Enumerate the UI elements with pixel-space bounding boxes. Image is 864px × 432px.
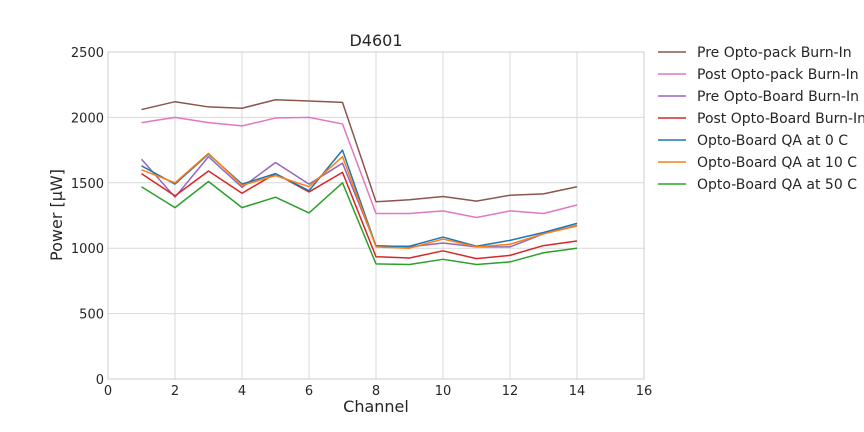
y-tick-label: 1500 bbox=[71, 177, 104, 192]
chart-title: D4601 bbox=[349, 31, 402, 50]
legend-label: Post Opto-pack Burn-In bbox=[697, 67, 859, 83]
legend: Pre Opto-pack Burn-In Post Opto-pack Burn… bbox=[658, 45, 864, 193]
x-tick-label: 6 bbox=[305, 384, 313, 399]
x-axis-label: Channel bbox=[343, 397, 409, 416]
x-tick-label: 16 bbox=[636, 384, 653, 399]
plot-area bbox=[107, 51, 645, 380]
x-axis-ticks: 0 2 4 6 8 10 12 14 16 bbox=[104, 384, 652, 399]
x-tick-label: 2 bbox=[171, 384, 179, 399]
legend-label: Opto-Board QA at 50 C bbox=[697, 177, 857, 193]
series-line bbox=[141, 170, 578, 260]
series-lines bbox=[140, 98, 578, 266]
x-tick-label: 14 bbox=[569, 384, 586, 399]
series-line bbox=[141, 116, 578, 219]
x-tick-label: 4 bbox=[238, 384, 246, 399]
series-line bbox=[141, 152, 578, 249]
legend-label: Post Opto-Board Burn-In bbox=[697, 111, 864, 127]
legend-label: Opto-Board QA at 0 C bbox=[697, 133, 848, 149]
y-axis-ticks: 0 500 1000 1500 2000 2500 bbox=[71, 46, 104, 388]
series-line bbox=[141, 180, 578, 266]
x-tick-label: 0 bbox=[104, 384, 112, 399]
y-tick-label: 2500 bbox=[71, 46, 104, 61]
series-line bbox=[141, 149, 578, 247]
legend-label: Opto-Board QA at 10 C bbox=[697, 155, 857, 171]
x-tick-label: 10 bbox=[435, 384, 452, 399]
y-tick-label: 2000 bbox=[71, 111, 104, 126]
legend-label: Pre Opto-pack Burn-In bbox=[697, 45, 852, 61]
x-tick-label: 12 bbox=[502, 384, 519, 399]
grid bbox=[107, 51, 645, 380]
series-line bbox=[140, 155, 578, 248]
y-axis-label: Power [μW] bbox=[47, 169, 66, 261]
y-tick-label: 500 bbox=[79, 308, 104, 323]
x-tick-label: 8 bbox=[372, 384, 380, 399]
y-tick-label: 1000 bbox=[71, 242, 104, 257]
legend-label: Pre Opto-Board Burn-In bbox=[697, 89, 859, 105]
y-tick-label: 0 bbox=[96, 373, 104, 388]
series-line bbox=[141, 98, 578, 203]
